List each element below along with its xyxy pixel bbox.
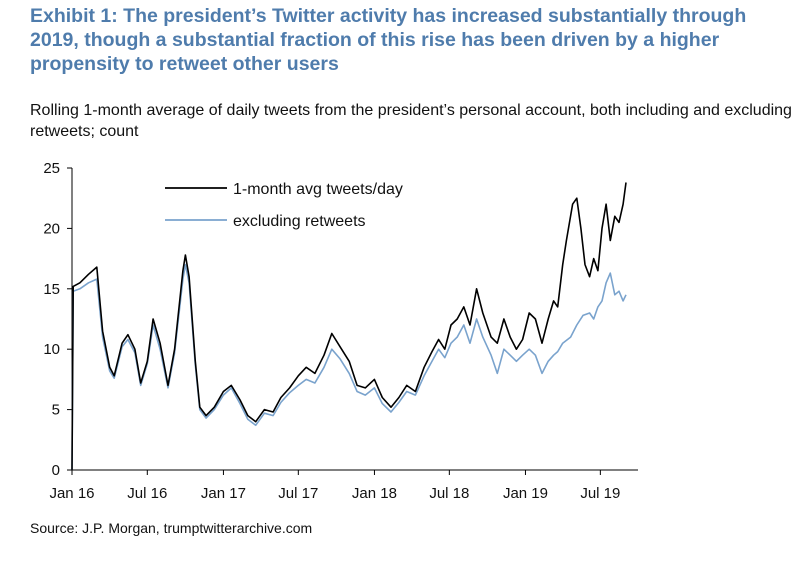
x-tick-label: Jan 18 (352, 485, 397, 502)
x-tick-label: Jul 18 (429, 485, 469, 502)
legend-label: 1-month avg tweets/day (233, 181, 403, 198)
x-tick-label: Jul 19 (580, 485, 620, 502)
x-tick-label: Jan 17 (201, 485, 246, 502)
y-tick-label: 25 (43, 160, 60, 177)
y-tick-label: 15 (43, 281, 60, 298)
y-tick-label: 10 (43, 341, 60, 358)
chart-legend: 1-month avg tweets/day excluding retweets (165, 181, 403, 230)
series-line-excluding-retweets (71, 263, 627, 471)
y-tick-label: 20 (43, 220, 60, 237)
series-line-total (71, 182, 627, 471)
chart-series (71, 182, 627, 471)
x-tick-label: Jan 16 (49, 485, 94, 502)
x-tick-label: Jul 16 (127, 485, 167, 502)
chart-axes: 0 5 10 15 20 25 Jan 16 Jul 16 Jan 17 Jul 17 Jan 18… (43, 160, 638, 502)
y-tick-label: 5 (52, 402, 60, 419)
x-tick-label: Jul 17 (278, 485, 318, 502)
legend-label: excluding retweets (233, 213, 366, 230)
x-tick-label: Jan 19 (503, 485, 548, 502)
chart-source: Source: J.P. Morgan, trumptwitterarchive… (30, 520, 313, 536)
chart-subtitle: Rolling 1-month average of daily tweets … (30, 102, 792, 140)
y-tick-label: 0 (52, 462, 60, 479)
chart-title: Exhibit 1: The president’s Twitter activ… (30, 5, 747, 75)
